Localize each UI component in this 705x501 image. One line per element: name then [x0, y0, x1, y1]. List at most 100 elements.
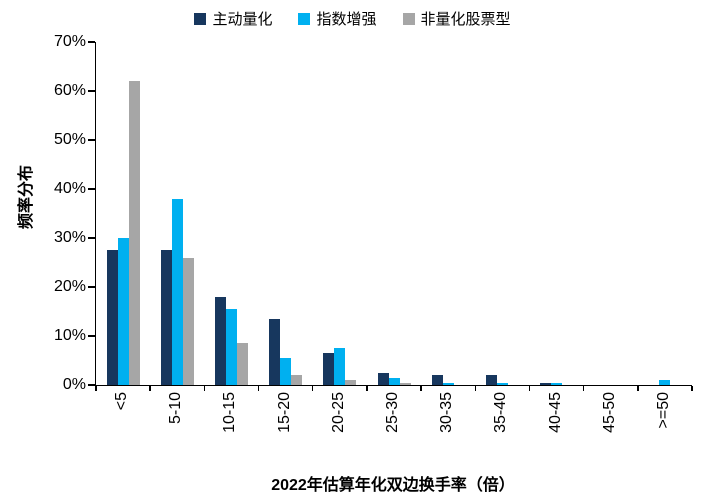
bar: [659, 380, 671, 385]
legend-label: 主动量化: [212, 11, 273, 28]
x-tick: >=50: [637, 392, 691, 433]
x-tick-label: 35-40: [492, 392, 510, 433]
x-tick-label: 25-30: [384, 392, 402, 433]
bar: [171, 198, 183, 385]
legend-swatch-icon: [194, 12, 207, 25]
x-tick: 20-25: [312, 392, 366, 433]
bar-group: [367, 42, 421, 385]
x-tick-label: 10-15: [221, 392, 239, 433]
x-tick-label: 20-25: [329, 392, 347, 433]
bar: [280, 358, 292, 385]
bar: [431, 375, 443, 385]
x-tick-mark: [203, 386, 206, 391]
x-tick-label: >=50: [654, 392, 672, 429]
y-tick-label: 10%: [53, 327, 86, 344]
bar-group: [584, 42, 638, 385]
x-tick-mark: [528, 386, 531, 391]
bar: [291, 375, 303, 385]
bar: [334, 348, 346, 385]
y-tick-label: 20%: [53, 278, 86, 295]
y-tick-label: 40%: [53, 180, 86, 197]
plot-area: [88, 41, 693, 391]
bar: [323, 353, 335, 385]
bar: [377, 372, 389, 385]
x-tick: 15-20: [258, 392, 312, 433]
x-tick-label: 40-45: [546, 392, 564, 433]
x-tick-mark: [149, 386, 151, 391]
bar: [236, 343, 248, 385]
bar: [496, 382, 508, 385]
bar: [345, 380, 357, 385]
bar-group: [204, 42, 258, 385]
bar: [106, 250, 118, 385]
x-tick-label: <5: [113, 392, 131, 411]
legend-item: 非量化股票型: [402, 8, 511, 29]
y-tick-label: 30%: [53, 229, 86, 246]
x-tick-mark: [366, 386, 368, 391]
x-tick-label: 45-50: [600, 392, 618, 433]
x-tick: <5: [95, 392, 149, 433]
legend-label: 非量化股票型: [420, 11, 511, 28]
y-tick-mark: [88, 139, 95, 141]
x-tick-mark: [637, 386, 639, 391]
bar-group: [96, 42, 150, 385]
bar: [128, 81, 140, 385]
bar: [117, 238, 129, 385]
bar-group: [313, 42, 367, 385]
x-axis-ticks: <5 5-10 10-15 15-20 20-25 25-30 30-35 35-40 40-4…: [95, 392, 691, 433]
x-axis-title: 2022年估算年化双边换手率（倍）: [271, 477, 515, 494]
bar: [399, 382, 411, 385]
x-tick: 40-45: [529, 392, 583, 433]
bar: [214, 296, 226, 385]
bar-group: [638, 42, 692, 385]
bar: [540, 382, 552, 385]
bar-group: [475, 42, 529, 385]
x-tick-mark: [420, 386, 422, 391]
y-tick-mark: [88, 286, 95, 288]
y-tick-label: 60%: [53, 82, 86, 99]
x-tick-label: 15-20: [275, 392, 293, 433]
y-axis-ticks: 0% 10% 20% 30% 40% 50% 60% 70%: [0, 33, 86, 393]
y-tick-label: 70%: [53, 33, 86, 50]
bar: [182, 257, 194, 385]
bar-groups: [96, 42, 692, 385]
bar: [551, 382, 563, 385]
x-tick-mark: [691, 386, 693, 391]
y-tick-label: 50%: [53, 131, 86, 148]
y-tick-mark: [88, 90, 95, 92]
x-tick-mark: [95, 386, 97, 391]
x-tick: 25-30: [366, 392, 420, 433]
x-tick: 30-35: [420, 392, 474, 433]
x-tick: 10-15: [203, 392, 257, 433]
x-tick-mark: [474, 386, 477, 391]
bar: [485, 375, 497, 385]
y-tick-mark: [88, 188, 95, 190]
y-tick-mark: [88, 237, 95, 239]
legend-swatch-icon: [298, 12, 311, 25]
bar: [225, 309, 237, 385]
x-tick: 5-10: [149, 392, 203, 433]
bar: [160, 250, 172, 385]
x-tick-mark: [582, 386, 585, 391]
chart-legend: 主动量化 指数增强 非量化股票型: [0, 8, 705, 29]
x-tick-mark: [311, 386, 314, 391]
bar: [388, 377, 400, 385]
legend-item: 指数增强: [298, 8, 377, 29]
bar-group: [421, 42, 475, 385]
x-tick: 45-50: [583, 392, 637, 433]
legend-label: 指数增强: [316, 11, 377, 28]
x-tick-label: 5-10: [167, 392, 185, 425]
x-tick: 35-40: [474, 392, 528, 433]
x-tick-mark: [257, 386, 260, 391]
bar-group: [259, 42, 313, 385]
bar-group: [530, 42, 584, 385]
bar-group: [150, 42, 204, 385]
y-tick-mark: [88, 384, 95, 386]
y-tick-label: 0%: [62, 376, 86, 393]
legend-swatch-icon: [402, 12, 415, 25]
legend-item: 主动量化: [194, 8, 272, 29]
x-tick-label: 30-35: [438, 392, 456, 433]
bar: [269, 318, 281, 385]
y-tick-mark: [88, 335, 95, 337]
